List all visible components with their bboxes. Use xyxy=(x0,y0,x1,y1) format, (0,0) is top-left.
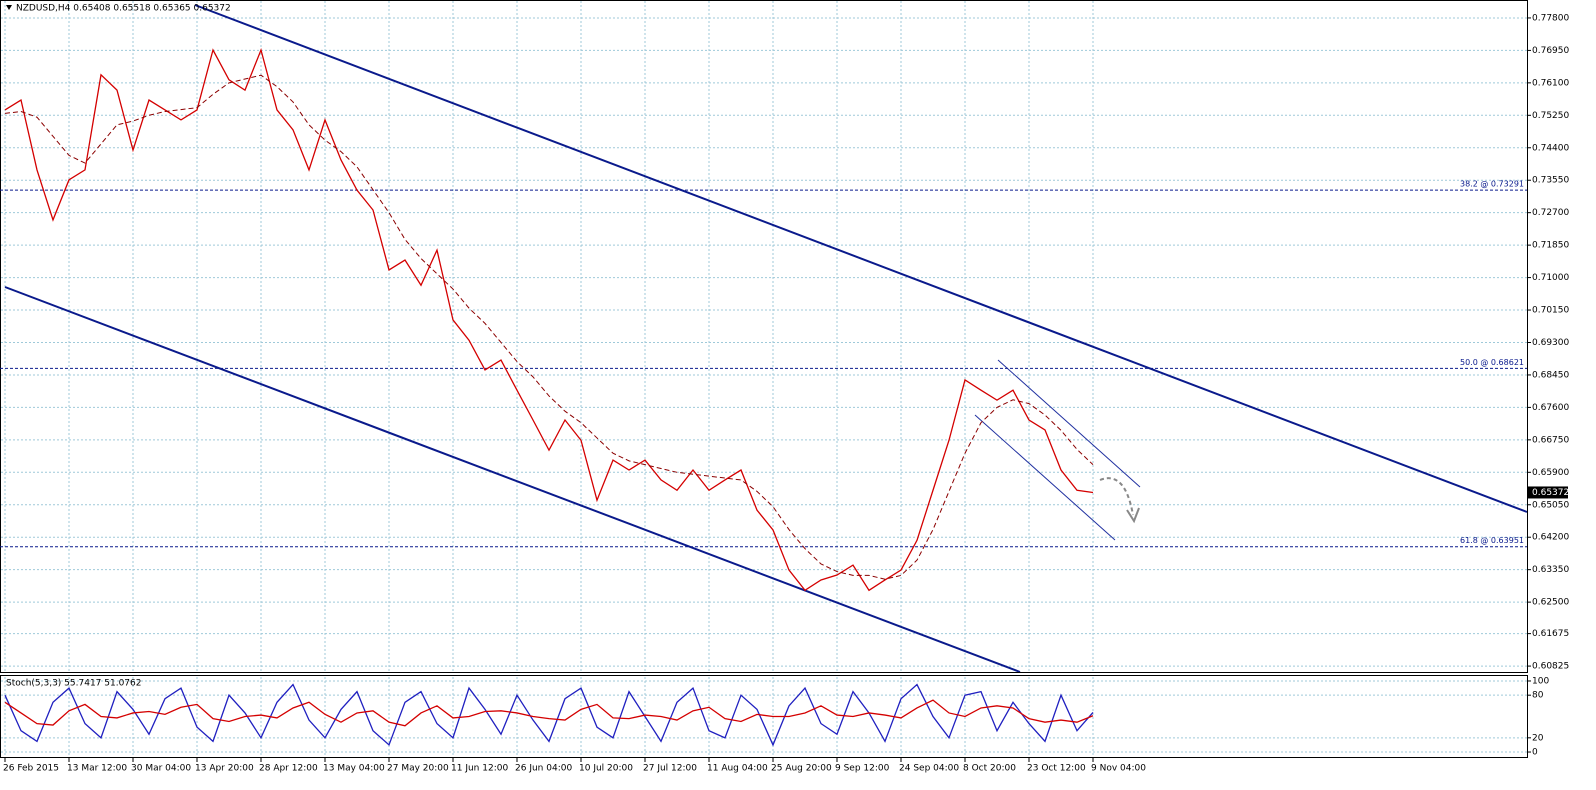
y-tick-label: 0 xyxy=(1532,748,1538,758)
y-tick-label: 0.60825 xyxy=(1532,662,1569,672)
x-tick-label: 11 Aug 04:00 xyxy=(707,764,768,774)
y-tick-label: 0.74400 xyxy=(1532,143,1569,153)
series-line xyxy=(4,699,1094,727)
series-line xyxy=(4,683,1094,747)
x-tick-label: 26 Feb 2015 xyxy=(3,764,59,774)
y-tick-label: 0.69300 xyxy=(1532,338,1569,348)
x-tick-label: 27 May 20:00 xyxy=(387,764,449,774)
x-tick-label: 10 Jul 20:00 xyxy=(579,764,633,774)
x-tick-label: 23 Oct 12:00 xyxy=(1027,764,1086,774)
forecast-arrow-head xyxy=(1126,507,1140,524)
channel-upper xyxy=(194,4,1528,513)
last-price-label: 0.65372 xyxy=(1532,488,1569,498)
x-tick-label: 26 Jun 04:00 xyxy=(515,764,572,774)
x-tick-label: 28 Apr 12:00 xyxy=(259,764,318,774)
series-line xyxy=(4,47,1094,592)
y-tick-label: 0.66750 xyxy=(1532,435,1569,445)
x-tick-label: 13 Apr 20:00 xyxy=(195,764,254,774)
x-tick-label: 13 Mar 12:00 xyxy=(67,764,127,774)
menu-arrow xyxy=(6,5,12,10)
y-tick-label: 0.65900 xyxy=(1532,468,1569,478)
y-tick-label: 0.68450 xyxy=(1532,370,1569,380)
y-tick-label: 100 xyxy=(1532,676,1549,686)
fib-level-label: 61.8 @ 0.63951 xyxy=(1460,536,1524,545)
y-tick-label: 0.62500 xyxy=(1532,598,1569,608)
y-tick-label: 0.67600 xyxy=(1532,403,1569,413)
y-tick-label: 0.71850 xyxy=(1532,241,1569,251)
y-tick-label: 0.76950 xyxy=(1532,46,1569,56)
y-tick-label: 0.65050 xyxy=(1532,500,1569,510)
forecast-arrow xyxy=(1099,477,1134,516)
y-tick-label: 80 xyxy=(1532,691,1544,701)
y-tick-label: 0.75250 xyxy=(1532,111,1569,121)
chart-title: NZDUSD,H4 0.65408 0.65518 0.65365 0.6537… xyxy=(16,4,231,14)
channel-lower xyxy=(4,286,1021,673)
last-price-box xyxy=(1528,486,1568,499)
x-tick-label: 27 Jul 12:00 xyxy=(643,764,697,774)
fib-level-label: 38.2 @ 0.73291 xyxy=(1460,180,1524,189)
y-tick-label: 0.73550 xyxy=(1532,176,1569,186)
y-tick-label: 0.72700 xyxy=(1532,208,1569,218)
small-channel-upper xyxy=(997,359,1141,488)
y-tick-label: 20 xyxy=(1532,733,1544,743)
x-tick-label: 24 Sep 04:00 xyxy=(899,764,959,774)
series-line xyxy=(4,74,1094,580)
y-tick-label: 0.70150 xyxy=(1532,306,1569,316)
x-tick-label: 9 Sep 12:00 xyxy=(835,764,890,774)
fib-level-label: 50.0 @ 0.68621 xyxy=(1460,358,1524,367)
x-tick-label: 30 Mar 04:00 xyxy=(131,764,191,774)
price-frame xyxy=(0,0,1528,673)
y-tick-label: 0.61675 xyxy=(1532,629,1569,639)
y-tick-label: 0.76100 xyxy=(1532,78,1569,88)
x-tick-label: 25 Aug 20:00 xyxy=(771,764,832,774)
y-tick-label: 0.63350 xyxy=(1532,565,1569,575)
y-tick-label: 0.77800 xyxy=(1532,13,1569,23)
x-tick-label: 8 Oct 20:00 xyxy=(963,764,1016,774)
y-tick-label: 0.71000 xyxy=(1532,273,1569,283)
stoch-frame xyxy=(0,675,1528,758)
x-tick-label: 11 Jun 12:00 xyxy=(451,764,508,774)
y-tick-label: 0.64200 xyxy=(1532,533,1569,543)
x-tick-label: 13 May 04:00 xyxy=(323,764,385,774)
stoch-title: Stoch(5,3,3) 55.7417 51.0762 xyxy=(6,679,141,689)
x-tick-label: 9 Nov 04:00 xyxy=(1091,764,1146,774)
small-channel-lower xyxy=(974,414,1116,541)
